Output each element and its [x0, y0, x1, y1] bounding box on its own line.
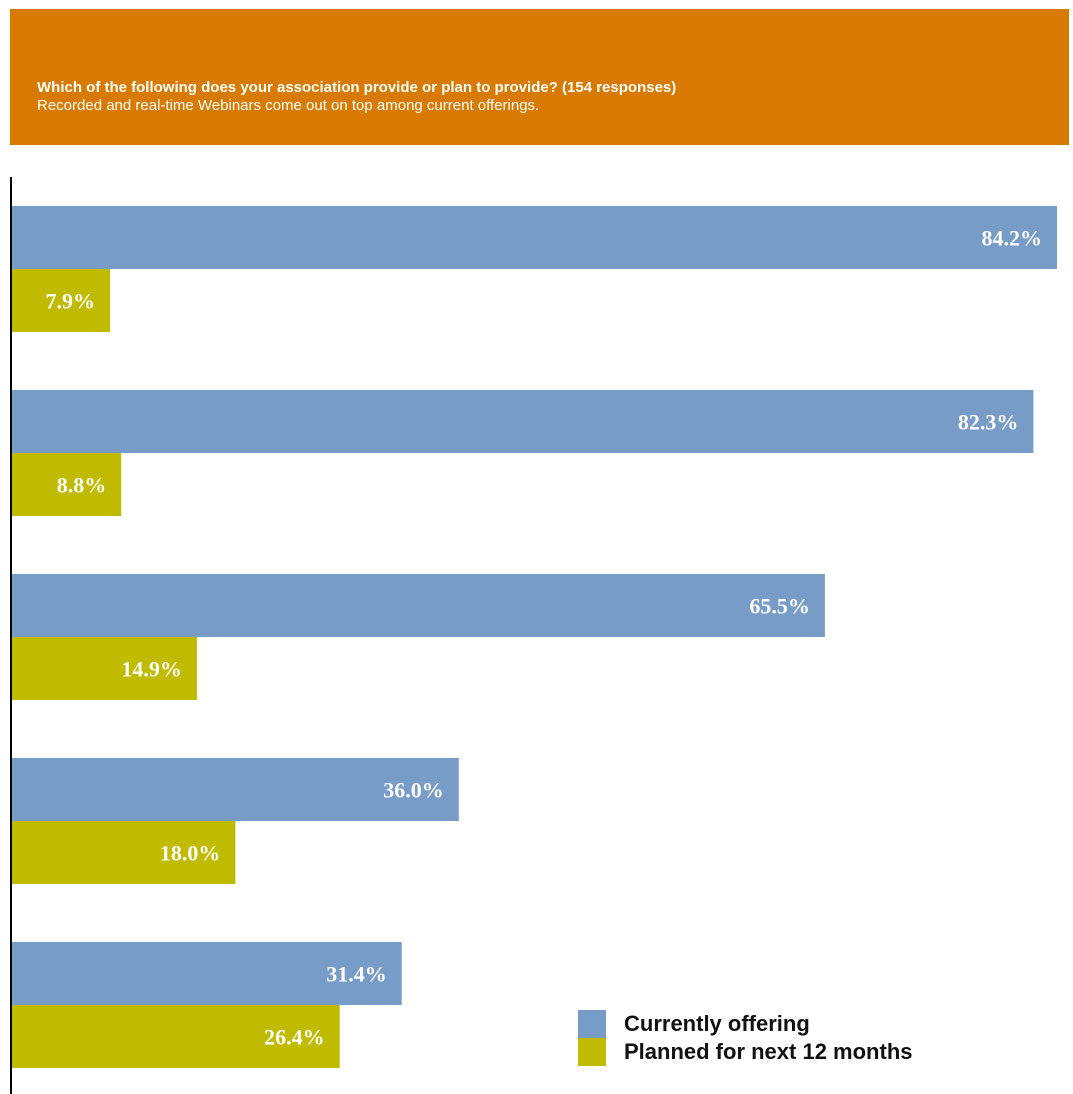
label-planned-4: 18.0% [160, 841, 221, 866]
bar-current-2 [12, 390, 1034, 453]
bar-planned-3 [12, 637, 197, 700]
label-planned-2: 8.8% [57, 473, 107, 498]
chart-header: Which of the following does your associa… [10, 9, 1069, 145]
legend-swatch-current [578, 1010, 606, 1038]
legend-item-planned: Planned for next 12 months [578, 1038, 913, 1066]
bar-planned-4 [12, 821, 236, 884]
bar-current-1 [12, 206, 1057, 269]
label-planned-1: 7.9% [46, 289, 96, 314]
legend-swatch-planned [578, 1038, 606, 1066]
label-planned-3: 14.9% [121, 657, 182, 682]
chart-question: Which of the following does your associa… [37, 79, 677, 96]
bar-planned-1 [12, 269, 111, 332]
legend-label-current: Currently offering [624, 1011, 810, 1036]
label-current-1: 84.2% [982, 226, 1043, 251]
chart-legend: Currently offering Planned for next 12 m… [578, 1010, 913, 1066]
bar-planned-2 [12, 453, 122, 516]
label-current-5: 31.4% [326, 962, 387, 987]
bar-current-5 [12, 942, 402, 1005]
label-current-3: 65.5% [749, 594, 810, 619]
label-planned-5: 26.4% [264, 1025, 325, 1050]
legend-item-current: Currently offering [578, 1010, 913, 1038]
chart-subtitle: Recorded and real-time Webinars come out… [37, 97, 540, 114]
bar-current-3 [12, 574, 825, 637]
label-current-4: 36.0% [383, 778, 444, 803]
bar-planned-5 [12, 1005, 340, 1068]
bar-current-4 [12, 758, 459, 821]
label-current-2: 82.3% [958, 410, 1019, 435]
legend-label-planned: Planned for next 12 months [624, 1039, 913, 1064]
